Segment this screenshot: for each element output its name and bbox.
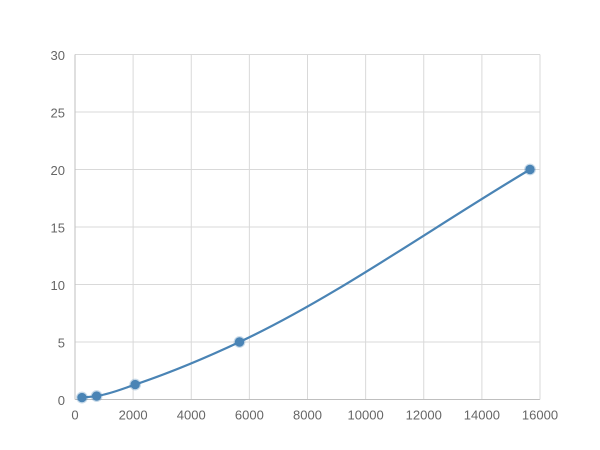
svg-text:10: 10 (51, 278, 65, 293)
svg-text:8000: 8000 (293, 408, 322, 423)
svg-text:2000: 2000 (119, 408, 148, 423)
svg-text:25: 25 (51, 106, 65, 121)
svg-text:0: 0 (58, 393, 65, 408)
svg-text:0: 0 (71, 408, 78, 423)
svg-text:4000: 4000 (177, 408, 206, 423)
svg-text:15: 15 (51, 221, 65, 236)
svg-text:16000: 16000 (522, 408, 558, 423)
svg-text:5: 5 (58, 336, 65, 351)
svg-text:12000: 12000 (406, 408, 442, 423)
svg-text:30: 30 (51, 48, 65, 63)
svg-text:20: 20 (51, 163, 65, 178)
svg-text:10000: 10000 (348, 408, 384, 423)
svg-text:14000: 14000 (464, 408, 500, 423)
svg-text:6000: 6000 (235, 408, 264, 423)
